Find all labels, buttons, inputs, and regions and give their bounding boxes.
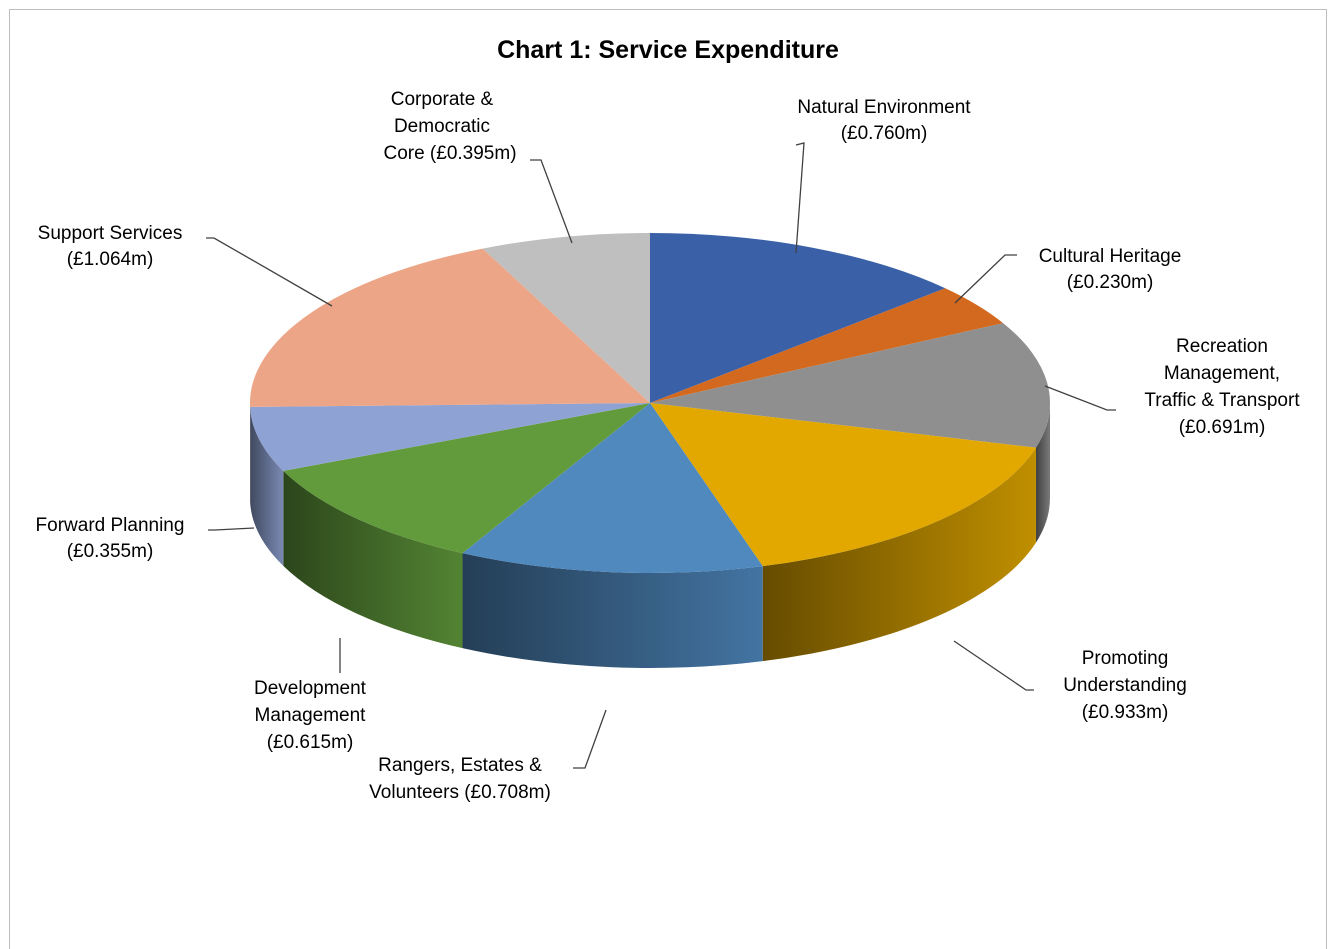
- slice-label-1-line-1: Natural Environment: [797, 97, 971, 118]
- slice-label-7: Forward Planning (£0.355m): [36, 515, 185, 562]
- slice-label-6-line-2: Management: [255, 705, 367, 726]
- leader-line-3: [1045, 386, 1116, 410]
- leader-line-9: [530, 160, 572, 243]
- slice-label-3-line-1: Recreation: [1176, 336, 1268, 357]
- slice-label-9-line-2: Democratic: [394, 116, 490, 137]
- slice-label-2: Cultural Heritage (£0.230m): [1039, 246, 1182, 293]
- slice-label-1: Natural Environment (£0.760m): [797, 97, 971, 144]
- slice-label-4-line-2: Understanding: [1063, 675, 1187, 696]
- slice-label-2-line-2: (£0.230m): [1067, 272, 1154, 293]
- slice-label-4-line-3: (£0.933m): [1082, 702, 1169, 723]
- slice-label-9-line-1: Corporate &: [391, 89, 494, 110]
- leader-line-4: [954, 641, 1034, 690]
- slice-label-1-line-2: (£0.760m): [841, 123, 928, 144]
- leader-line-8: [206, 238, 332, 306]
- slice-label-3-line-3: Traffic & Transport: [1144, 390, 1300, 411]
- slice-label-7-line-2: (£0.355m): [67, 541, 154, 562]
- slice-label-5-line-2: Volunteers (£0.708m): [369, 782, 551, 803]
- chart-title: Chart 1: Service Expenditure: [497, 36, 839, 64]
- slice-label-4-line-1: Promoting: [1082, 648, 1169, 669]
- pie-chart: Chart 1: Service Expenditure Natural Env…: [10, 10, 1328, 941]
- slice-label-3-line-4: (£0.691m): [1179, 417, 1266, 438]
- slice-label-6-line-1: Development: [254, 678, 367, 699]
- slice-label-4: Promoting Understanding (£0.933m): [1063, 648, 1187, 723]
- slice-label-8-line-2: (£1.064m): [67, 249, 154, 270]
- slice-label-6-line-3: (£0.615m): [267, 732, 354, 753]
- slice-label-3-line-2: Management,: [1164, 363, 1280, 384]
- slice-label-7-line-1: Forward Planning: [36, 515, 185, 536]
- slice-label-8-line-1: Support Services: [38, 223, 183, 244]
- slice-label-8: Support Services (£1.064m): [38, 223, 183, 270]
- slice-label-3: Recreation Management, Traffic & Transport…: [1144, 336, 1300, 438]
- slice-label-6: Development Management (£0.615m): [254, 678, 367, 753]
- slice-label-9: Corporate & Democratic Core (£0.395m): [383, 89, 516, 164]
- leader-line-7: [208, 528, 254, 530]
- chart-frame: Chart 1: Service Expenditure Natural Env…: [9, 9, 1327, 949]
- leader-line-2: [955, 255, 1017, 303]
- slice-label-9-line-3: Core (£0.395m): [383, 143, 516, 164]
- slice-label-5-line-1: Rangers, Estates &: [378, 755, 542, 776]
- slice-label-5: Rangers, Estates & Volunteers (£0.708m): [369, 755, 551, 803]
- leader-line-5: [573, 710, 606, 768]
- leader-line-1: [796, 143, 804, 253]
- slice-label-2-line-1: Cultural Heritage: [1039, 246, 1182, 267]
